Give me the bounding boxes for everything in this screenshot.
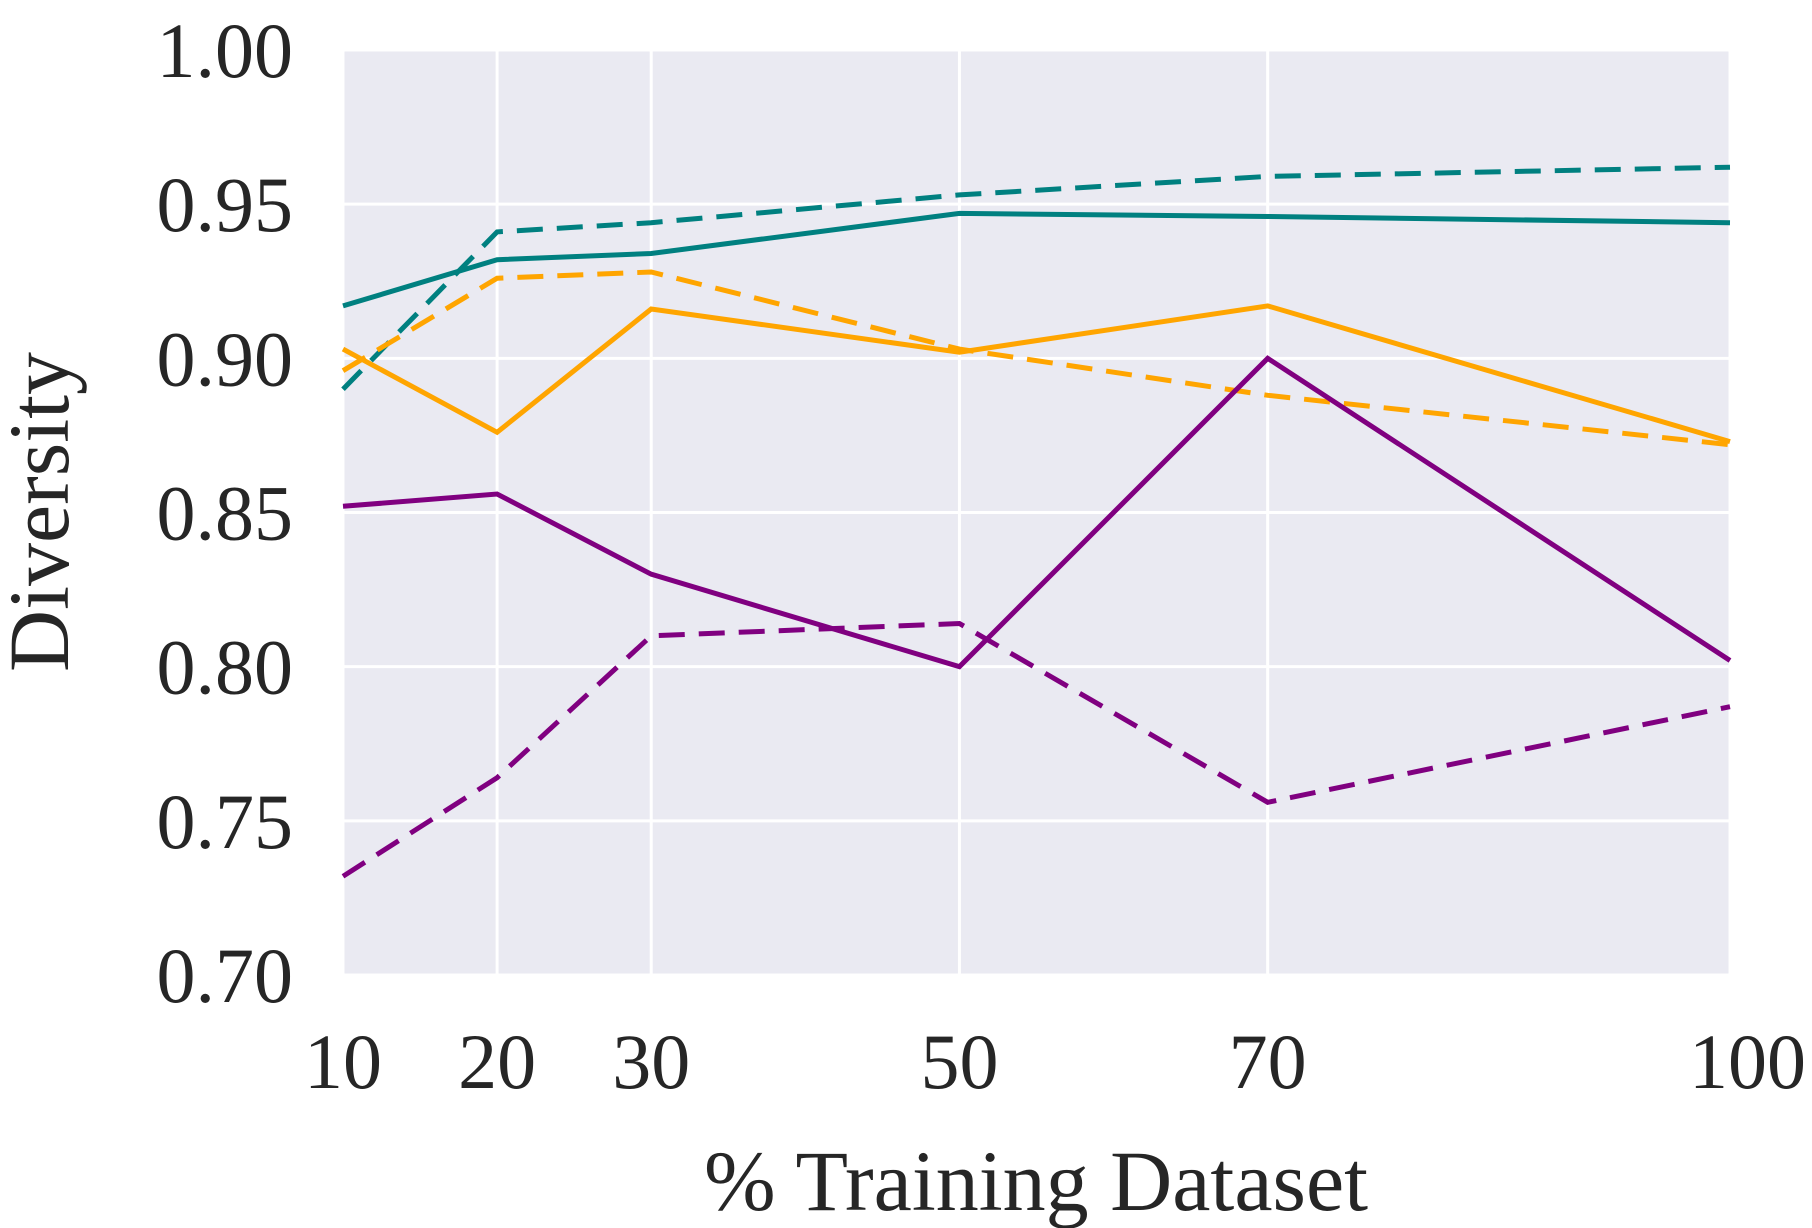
x-tick-label: 10 (304, 1018, 382, 1105)
grid (341, 48, 1732, 977)
x-tick-label: 20 (458, 1018, 536, 1105)
x-axis-title: % Training Dataset (704, 1133, 1368, 1228)
x-tick-label: 50 (920, 1018, 998, 1105)
x-tick-labels: 10 20 30 50 70 100 (304, 1018, 1806, 1105)
series-line-0-solid (342, 210, 1731, 309)
x-tick-label: 30 (612, 1018, 690, 1105)
series-line-2-solid (341, 303, 1731, 444)
y-tick-label: 0.70 (157, 932, 294, 1019)
y-tick-label: 0.85 (157, 470, 294, 557)
series-lines (341, 164, 1732, 879)
series-line-4-solid (342, 355, 1732, 670)
series-line-1-dashed (341, 164, 1731, 391)
y-tick-label: 0.80 (157, 624, 294, 711)
x-tick-label: 100 (1689, 1018, 1806, 1105)
series-line-3-dashed (341, 269, 1731, 448)
y-tick-label: 1.00 (157, 7, 294, 94)
x-tick-label: 70 (1229, 1018, 1307, 1105)
y-axis-title: Diversity (0, 352, 87, 672)
y-tick-label: 0.95 (157, 161, 294, 248)
y-tick-label: 0.90 (157, 315, 294, 402)
y-tick-labels: 0.70 0.75 0.80 0.85 0.90 0.95 1.00 (157, 7, 294, 1019)
y-tick-label: 0.75 (157, 778, 294, 865)
series-line-5-dashed (341, 620, 1731, 879)
